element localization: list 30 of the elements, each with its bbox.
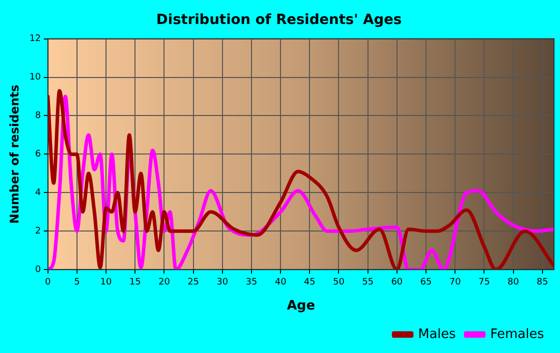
x-tick-label: 30 [216,277,228,288]
y-tick-label: 0 [35,264,42,275]
x-tick-label: 80 [508,277,520,288]
y-tick-label: 6 [35,150,42,160]
x-tick-label: 75 [478,277,490,288]
x-tick-label: 65 [420,277,432,288]
x-tick-label: 5 [74,277,80,288]
legend-label: Males [418,326,456,342]
x-tick-label: 15 [129,277,141,288]
y-tick-label: 8 [35,111,42,122]
legend-label: Females [490,326,544,342]
x-tick-label: 70 [449,277,462,288]
x-tick-label: 20 [158,277,170,288]
y-tick-label: 10 [29,72,42,83]
y-tick-label: 4 [35,188,42,198]
y-tick-label: 2 [35,226,41,236]
x-tick-label: 45 [304,277,316,288]
x-tick-label: 55 [362,277,374,288]
y-tick-label: 12 [29,34,41,44]
y-axis-title: Number of residents [7,84,22,224]
x-tick-label: 0 [44,277,51,288]
x-tick-label: 35 [246,277,258,288]
x-axis-title: Age [286,298,316,314]
x-tick-label: 10 [100,277,112,288]
x-tick-label: 85 [536,277,548,288]
chart-title: Distribution of Residents' Ages [156,12,402,28]
x-tick-label: 40 [274,277,287,288]
x-tick-label: 50 [333,277,345,288]
x-tick-label: 60 [391,277,403,288]
x-tick-label: 25 [188,277,200,288]
